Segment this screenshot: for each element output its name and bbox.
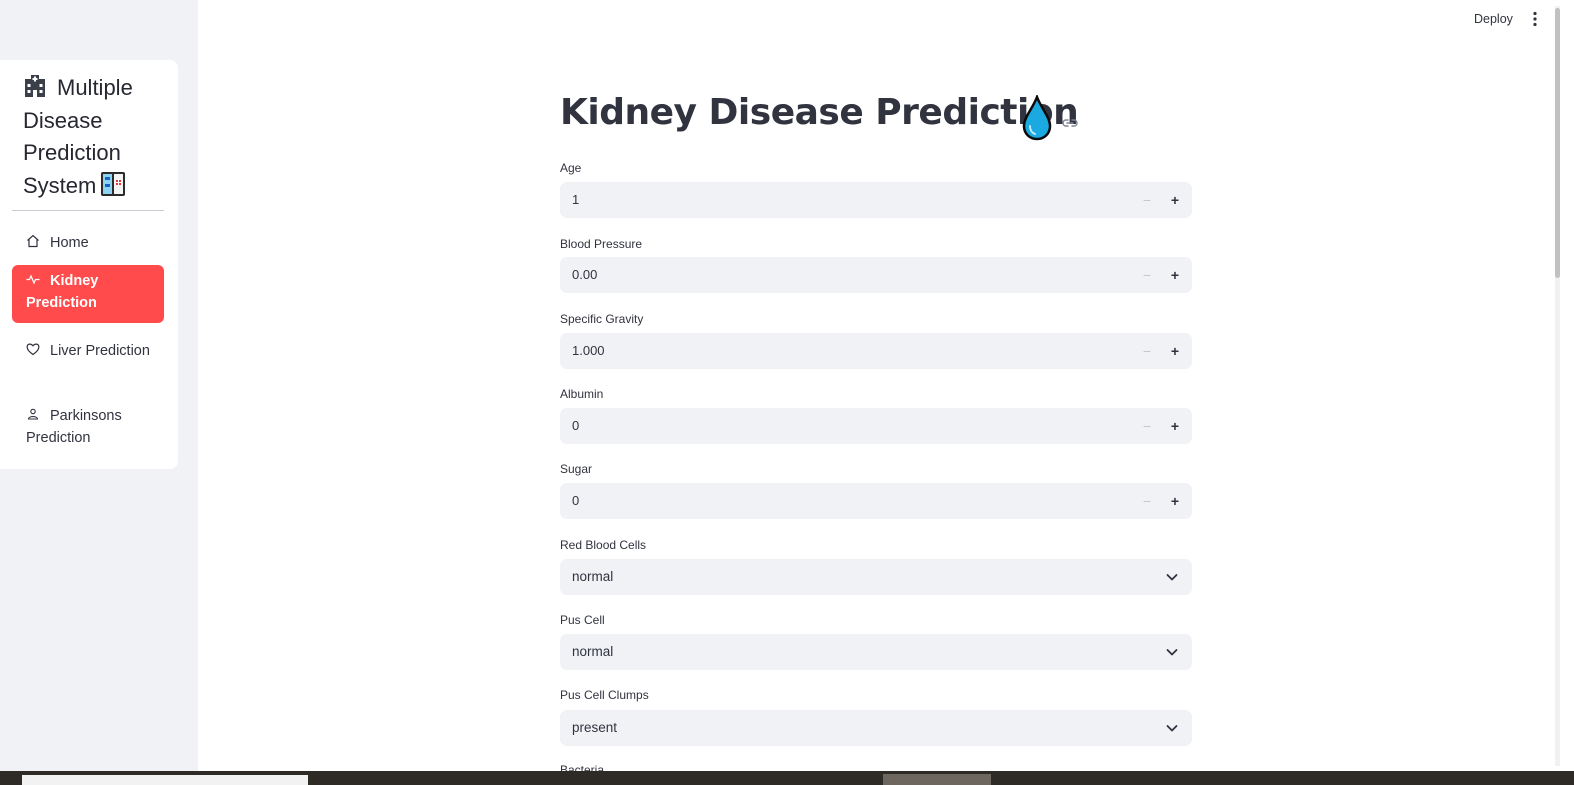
decrement-button[interactable]: −: [1142, 343, 1152, 359]
menu-divider: [12, 210, 164, 211]
chevron-down-icon: [1166, 574, 1178, 581]
selected-value: normal: [572, 569, 614, 584]
page-title: Kidney Disease Prediction: [560, 92, 1079, 133]
link-icon[interactable]: [1061, 114, 1079, 132]
heart-icon: [26, 343, 40, 356]
sugar-value[interactable]: 0: [572, 493, 580, 508]
specific-gravity-input[interactable]: 1.000 − +: [560, 333, 1192, 369]
albumin-input[interactable]: 0 − +: [560, 408, 1192, 444]
selected-value: normal: [572, 644, 614, 659]
scrollbar-thumb[interactable]: [1555, 8, 1560, 278]
menu-title-text: Multiple Disease Prediction System: [23, 75, 133, 198]
sugar-label: Sugar: [560, 462, 593, 476]
sidebar-item-label: Liver Prediction: [50, 343, 150, 359]
bottom-taskbar: [0, 771, 1574, 785]
house-icon: [27, 234, 39, 248]
droplet-icon: [1022, 95, 1052, 141]
selected-value: present: [572, 720, 618, 735]
taskbar-segment: [22, 775, 308, 785]
deploy-button[interactable]: Deploy: [1474, 12, 1513, 26]
pus-cell-clumps-label: Pus Cell Clumps: [560, 688, 649, 702]
sidebar-item-label: Parkinsons Prediction: [26, 408, 122, 446]
sidebar-item-label: Kidney Prediction: [26, 273, 99, 311]
blood-pressure-input[interactable]: 0.00 − +: [560, 257, 1192, 293]
menu-title: Multiple Disease Prediction System: [23, 72, 163, 202]
vertical-scrollbar[interactable]: [1552, 0, 1574, 771]
sidebar: Multiple Disease Prediction System Home …: [0, 0, 198, 785]
decrement-button[interactable]: −: [1142, 267, 1152, 283]
bacteria-label: Bacteria: [560, 764, 605, 771]
age-value[interactable]: 1: [572, 192, 580, 207]
red-blood-cells-select[interactable]: normal: [560, 559, 1192, 595]
decrement-button[interactable]: −: [1142, 192, 1152, 208]
sidebar-item-home[interactable]: Home: [12, 228, 164, 260]
pus-cell-label: Pus Cell: [560, 613, 605, 627]
taskbar-segment: [883, 774, 991, 785]
pus-cell-select[interactable]: normal: [560, 634, 1192, 670]
decrement-button[interactable]: −: [1142, 493, 1152, 509]
medical-monitor-icon: [101, 171, 126, 196]
sidebar-item-liver-prediction[interactable]: Liver Prediction: [12, 336, 164, 368]
age-input[interactable]: 1 − +: [560, 182, 1192, 218]
albumin-value[interactable]: 0: [572, 418, 580, 433]
blood-pressure-value[interactable]: 0.00: [572, 267, 598, 282]
kebab-icon[interactable]: [1528, 10, 1542, 28]
sidebar-item-kidney-prediction[interactable]: Kidney Prediction: [12, 265, 164, 323]
sugar-input[interactable]: 0 − +: [560, 483, 1192, 519]
albumin-label: Albumin: [560, 387, 604, 401]
increment-button[interactable]: +: [1170, 192, 1180, 208]
chevron-down-icon: [1166, 649, 1178, 656]
sidebar-item-label: Home: [50, 235, 89, 251]
chevron-down-icon: [1166, 725, 1178, 732]
increment-button[interactable]: +: [1170, 267, 1180, 283]
blood-pressure-label: Blood Pressure: [560, 237, 643, 251]
increment-button[interactable]: +: [1170, 493, 1180, 509]
red-blood-cells-label: Red Blood Cells: [560, 538, 647, 552]
specific-gravity-value[interactable]: 1.000: [572, 343, 605, 358]
option-menu: [0, 60, 178, 469]
person-icon: [27, 408, 39, 420]
activity-icon: [26, 274, 40, 285]
pus-cell-clumps-select[interactable]: present: [560, 710, 1192, 746]
hospital-icon: [25, 75, 45, 97]
age-label: Age: [560, 161, 582, 175]
scrollbar-track: [1555, 6, 1560, 766]
increment-button[interactable]: +: [1170, 418, 1180, 434]
sidebar-item-parkinsons-prediction[interactable]: Parkinsons Prediction: [12, 401, 164, 454]
specific-gravity-label: Specific Gravity: [560, 312, 644, 326]
decrement-button[interactable]: −: [1142, 418, 1152, 434]
increment-button[interactable]: +: [1170, 343, 1180, 359]
